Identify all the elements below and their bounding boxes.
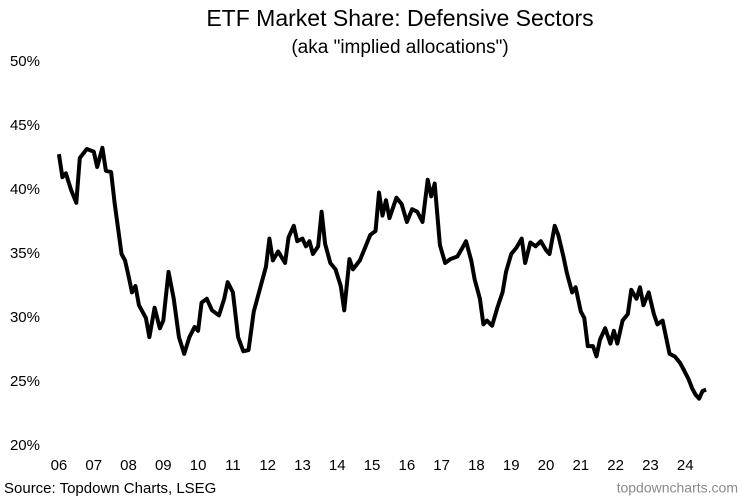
- x-tick-label: 12: [259, 457, 276, 474]
- x-tick-label: 11: [225, 457, 241, 474]
- chart-subtitle: (aka "implied allocations"): [291, 37, 508, 58]
- x-tick-label: 22: [607, 457, 624, 474]
- x-tick-label: 10: [190, 457, 207, 474]
- x-tick-label: 16: [399, 457, 416, 474]
- y-tick-label: 45%: [10, 117, 40, 134]
- x-tick-label: 21: [572, 457, 589, 474]
- x-tick-label: 23: [642, 457, 659, 474]
- x-tick-label: 09: [155, 457, 172, 474]
- chart-title: ETF Market Share: Defensive Sectors: [206, 5, 593, 31]
- x-tick-label: 06: [51, 457, 68, 474]
- y-tick-label: 20%: [10, 437, 40, 454]
- watermark: topdowncharts.com: [617, 480, 738, 496]
- x-tick-label: 17: [433, 457, 450, 474]
- data-line: [56, 145, 707, 401]
- x-tick-label: 07: [85, 457, 102, 474]
- x-tick-label: 24: [677, 457, 694, 474]
- x-tick-label: 08: [120, 457, 137, 474]
- x-tick-label: 15: [364, 457, 381, 474]
- y-tick-label: 40%: [10, 181, 40, 198]
- y-tick-label: 35%: [10, 245, 40, 262]
- x-tick-label: 19: [503, 457, 520, 474]
- y-tick-label: 25%: [10, 373, 40, 390]
- source: Source: Topdown Charts, LSEG: [4, 480, 216, 497]
- x-tick-label: 20: [538, 457, 555, 474]
- x-tick-label: 14: [329, 457, 346, 474]
- y-tick-label: 30%: [10, 309, 40, 326]
- x-tick-label: 13: [294, 457, 311, 474]
- x-tick-label: 18: [468, 457, 485, 474]
- y-tick-label: 50%: [10, 53, 40, 70]
